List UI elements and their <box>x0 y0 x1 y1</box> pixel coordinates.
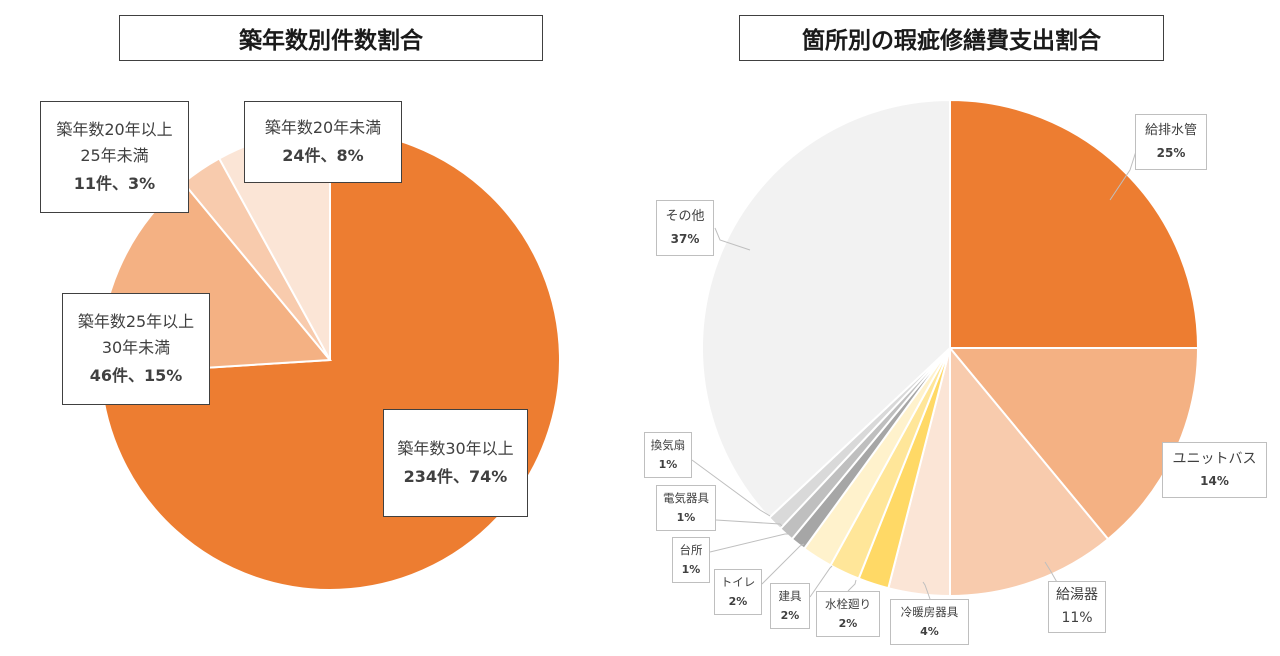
label-25-30: 築年数25年以上 30年未満 46件、15% <box>62 293 210 405</box>
label-toilet-value: 2% <box>728 594 748 608</box>
label-water-heater-value: 11% <box>1061 610 1093 626</box>
label-kitchen: 台所 1% <box>672 537 710 583</box>
label-electrical-name: 電気器具 <box>663 491 709 506</box>
label-other-value: 37% <box>670 231 700 246</box>
label-25-30-value: 46件、15% <box>89 366 183 385</box>
left-chart-panel: 築年数別件数割合 築年数30年以上 234件、74% 築年数25年以上 30年未… <box>40 15 561 591</box>
label-under-20-name: 築年数20年未満 <box>264 118 382 137</box>
label-water-heater-name: 給湯器 <box>1056 586 1098 603</box>
label-30-plus-name: 築年数30年以上 <box>397 439 514 458</box>
label-30-plus-value: 234件、74% <box>403 467 508 486</box>
leader-line-2 <box>691 459 771 517</box>
label-faucet-value: 2% <box>838 616 858 630</box>
leader-line-3 <box>715 519 783 527</box>
right-chart-title: 箇所別の瑕疵修繕費支出割合 <box>739 15 1164 61</box>
leader-line-8 <box>922 581 931 600</box>
label-under-20: 築年数20年未満 24件、8% <box>244 101 402 183</box>
leader-line-5 <box>761 543 805 585</box>
label-air-conditioner: 冷暖房器具 4% <box>890 599 969 645</box>
leader-line-7 <box>847 579 857 592</box>
label-electrical-value: 1% <box>676 510 696 524</box>
label-unit-bath: ユニットバス 14% <box>1162 442 1267 498</box>
label-plumbing-value: 25% <box>1156 145 1186 160</box>
label-20-25-line1: 築年数20年以上 <box>56 120 173 139</box>
label-fittings-name: 建具 <box>778 589 802 604</box>
label-other-name: その他 <box>665 209 705 225</box>
label-fittings-value: 2% <box>780 608 800 622</box>
right-pie-slice-2 <box>949 345 1110 598</box>
label-25-30-line2: 30年未満 <box>101 338 171 357</box>
leader-line-4 <box>709 533 790 553</box>
label-20-25: 築年数20年以上 25年未満 11件、3% <box>40 101 189 213</box>
label-25-30-line1: 築年数25年以上 <box>77 312 195 331</box>
label-other: その他 37% <box>656 200 714 256</box>
label-kitchen-value: 1% <box>681 562 701 576</box>
label-20-25-value: 11件、3% <box>73 174 156 193</box>
label-ventilation-value: 1% <box>658 457 678 471</box>
label-air-conditioner-name: 冷暖房器具 <box>900 605 959 620</box>
label-fittings: 建具 2% <box>770 583 810 629</box>
label-kitchen-name: 台所 <box>679 543 703 558</box>
label-unit-bath-name: ユニットバス <box>1172 450 1257 467</box>
right-pie-slice-10 <box>701 98 951 520</box>
right-chart-panel: 箇所別の瑕疵修繕費支出割合 給排水管 25% ユニットバス 14% 給湯器 11… <box>640 0 1280 656</box>
leader-line-6 <box>809 565 833 598</box>
right-pie-chart <box>691 98 1200 600</box>
label-20-25-line2: 25年未満 <box>80 146 149 165</box>
label-under-20-value: 24件、8% <box>282 146 364 165</box>
label-unit-bath-value: 14% <box>1200 474 1229 489</box>
label-water-heater: 給湯器 11% <box>1048 581 1106 633</box>
right-pie-slice-0 <box>949 98 1200 349</box>
label-electrical: 電気器具 1% <box>656 485 716 531</box>
label-plumbing: 給排水管 25% <box>1135 114 1207 170</box>
label-toilet: トイレ 2% <box>714 569 762 615</box>
label-air-conditioner-value: 4% <box>920 624 939 638</box>
label-toilet-name: トイレ <box>720 575 756 590</box>
left-chart-title: 築年数別件数割合 <box>119 15 543 61</box>
leader-line-1 <box>714 227 751 251</box>
label-ventilation: 換気扇 1% <box>644 432 692 478</box>
label-plumbing-name: 給排水管 <box>1144 123 1197 139</box>
label-faucet: 水栓廻り 2% <box>816 591 880 637</box>
label-ventilation-name: 換気扇 <box>650 438 686 453</box>
leader-line-9 <box>1044 561 1059 585</box>
label-faucet-name: 水栓廻り <box>825 597 871 612</box>
label-30-plus: 築年数30年以上 234件、74% <box>383 409 528 517</box>
